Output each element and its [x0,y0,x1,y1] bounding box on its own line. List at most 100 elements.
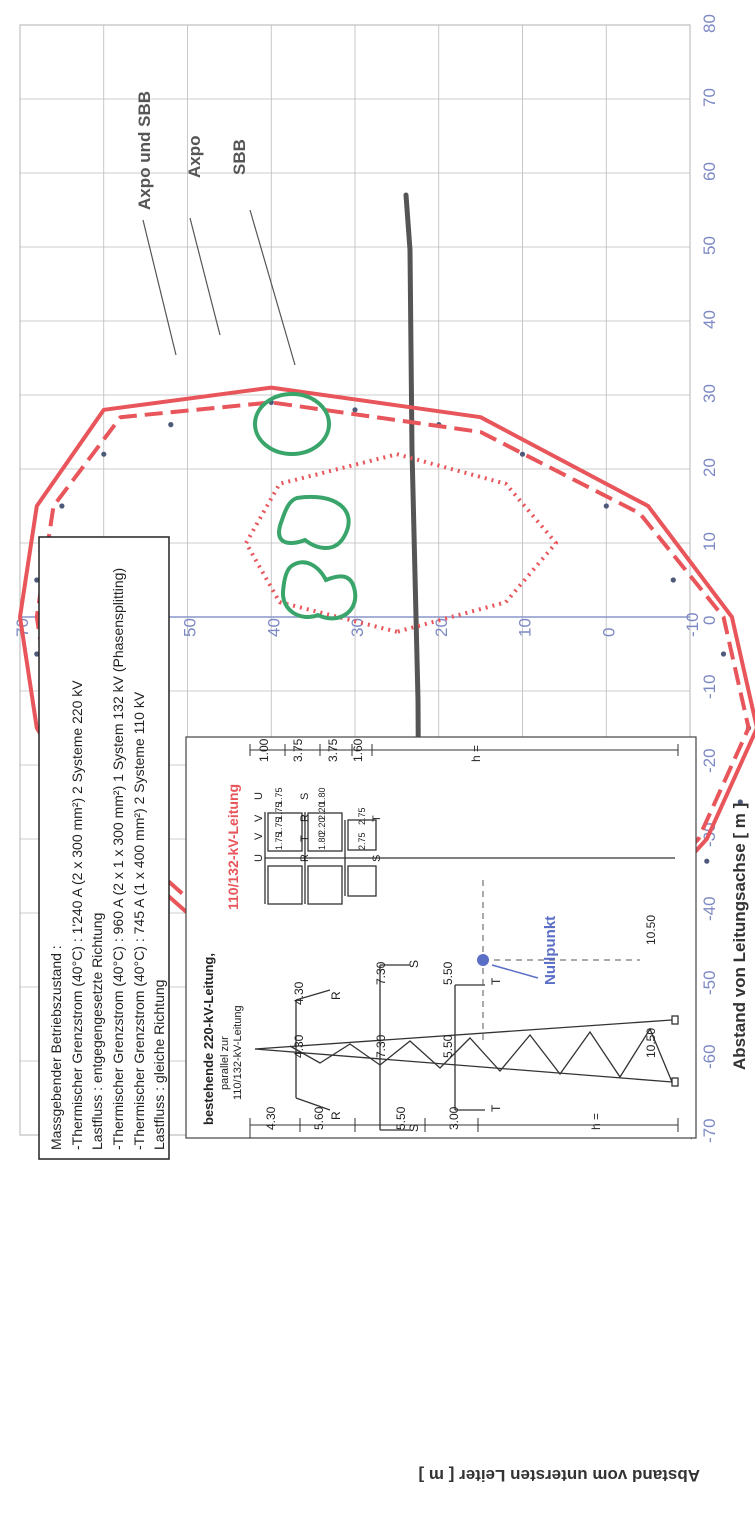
dim-left-label: h = [589,1113,603,1130]
dim-ticks-left [249,1118,679,1132]
phase-220-label: S [407,960,421,968]
measurement-point [34,651,40,657]
dim-left-label: 5.50 [394,1106,408,1130]
legend-leader-3 [249,209,296,366]
conditions-heading: Massgebender Betriebszustand : [48,945,64,1150]
phase-220-label: S [407,1124,421,1132]
nullpunkt-marker [477,954,489,966]
x-tick-label: 80 [700,14,719,33]
measurement-point [168,422,174,428]
arm-110-label: 1.75 [274,832,284,850]
x-tick-label: 10 [700,532,719,551]
inset-title-110: 110/132-kV-Leitung [225,784,241,910]
mast-box-low [347,819,377,851]
arm-220-label: 5.50 [441,1034,455,1058]
dim-right-label: h = [469,745,483,762]
measurement-point [352,407,358,413]
mast-box-mid-r [307,865,343,905]
tower-leg-bottom [254,1048,673,1083]
mast-110 [264,812,675,905]
axis-tick-label: 30 [348,618,367,637]
tower-lattice [289,1027,673,1083]
nullpunkt-arrow [491,964,539,979]
phase-220-label: R [329,991,343,1000]
arm-220-label: 4.30 [292,1034,306,1058]
x-tick-label: -70 [700,1118,719,1143]
span-label: 10.50 [644,915,658,945]
x-tick-label: 50 [700,236,719,255]
arm-220-label: 7.30 [374,1034,388,1058]
axis-tick-label: 20 [432,618,451,637]
arm-110-label: 1.75 [274,787,284,805]
inset-sub-1: parallel zur [219,1036,231,1090]
x-tick-label: 70 [700,88,719,107]
arm-110-label: 2.75 [357,807,367,825]
x-tick-label: 20 [700,458,719,477]
conditions-line-2: Lastfluss : entgegengesetzte Richtung [89,913,105,1150]
conductor-loop-1 [253,392,331,456]
measurement-point [720,651,727,657]
x-tick-label: -50 [700,970,719,995]
phase-110-label: R [299,814,311,822]
legend-label-axpo: Axpo [185,136,204,179]
x-tick-label: 0 [700,616,719,625]
conditions-line-5: Lastfluss : gleiche Richtung [151,980,167,1150]
axis-tick-label: 50 [181,618,200,637]
nullpunkt-label: Nullpunkt [542,916,559,985]
conditions-line-3: -Thermischer Grenzstrom (40°C) : 960 A (… [110,568,126,1150]
x-tick-label: 60 [700,162,719,181]
inset-frame [185,736,697,1139]
mast-box-top [267,812,303,852]
legend: Axpo und SBB Axpo SBB [135,91,296,366]
phase-110-label: R [299,854,311,862]
dim-left-label: 4.30 [264,1106,278,1130]
arm-110-label: 1.80 [317,787,327,805]
span-label: 10.50 [644,1028,658,1058]
inset-sub-2: 110/132-kV-Leitung [232,1005,244,1100]
x-tick-label: 30 [700,384,719,403]
conditions-line-4: -Thermischer Grenzstrom (40°C) : 745 A (… [131,691,147,1150]
insulator-1a [295,989,331,1001]
lattice-tower-220 [254,964,679,1131]
mast-box-top-r [267,865,303,905]
dim-ticks-right [249,744,679,756]
measurement-point [34,577,40,583]
arm-110-label: 2.75 [357,832,367,850]
conductor-loops [253,392,358,621]
phase-110-label: U [253,792,265,800]
arm-110-label: 1.75 [274,817,284,835]
axis-tick-label: 40 [264,618,283,637]
x-tick-label: -40 [700,896,719,921]
arm-220-label: 7.30 [374,961,388,985]
phase-110-label: S [299,793,311,800]
conductor-loop-3 [281,560,358,621]
arm-110-label: 2.20 [317,817,327,835]
arm-110-label: 1.80 [317,832,327,850]
arm-110-label: 2.20 [317,802,327,820]
axis-tick-label: 10 [516,618,535,637]
tower-foot-1 [671,1015,679,1025]
legend-leader-1 [142,219,177,356]
y-axis-title: Abstand vom untersten Leiter [ m ] [419,1466,700,1485]
x-tick-label: -20 [700,748,719,773]
arm-110-label: 1.75 [274,802,284,820]
dim-right-label: 1.60 [351,738,365,762]
legend-label-axpo-sbb: Axpo und SBB [135,91,154,210]
conditions-box: Massgebender Betriebszustand : -Thermisc… [38,536,170,1160]
phase-220-label: T [489,977,503,985]
dim-right-label: 3.75 [291,738,305,762]
legend-leader-2 [189,217,221,336]
axis-tick-label: 0 [599,628,618,637]
inset-labels: 4.30 5.60 5.50 3.00 h = 1.00 3.75 3.75 1.60 h = 4.… [253,738,658,1132]
conditions-line-1: -Thermischer Grenzstrom (40°C) : 1'240 A… [69,680,85,1150]
x-tick-label: -10 [700,674,719,699]
series-line [34,400,751,1012]
conditions-frame [38,536,170,1160]
conductor-loop-2 [277,494,351,550]
phase-110-label: T [299,835,311,842]
phase-110-label: V [253,832,265,840]
measurement-point [603,503,609,509]
measurement-point [519,451,526,457]
